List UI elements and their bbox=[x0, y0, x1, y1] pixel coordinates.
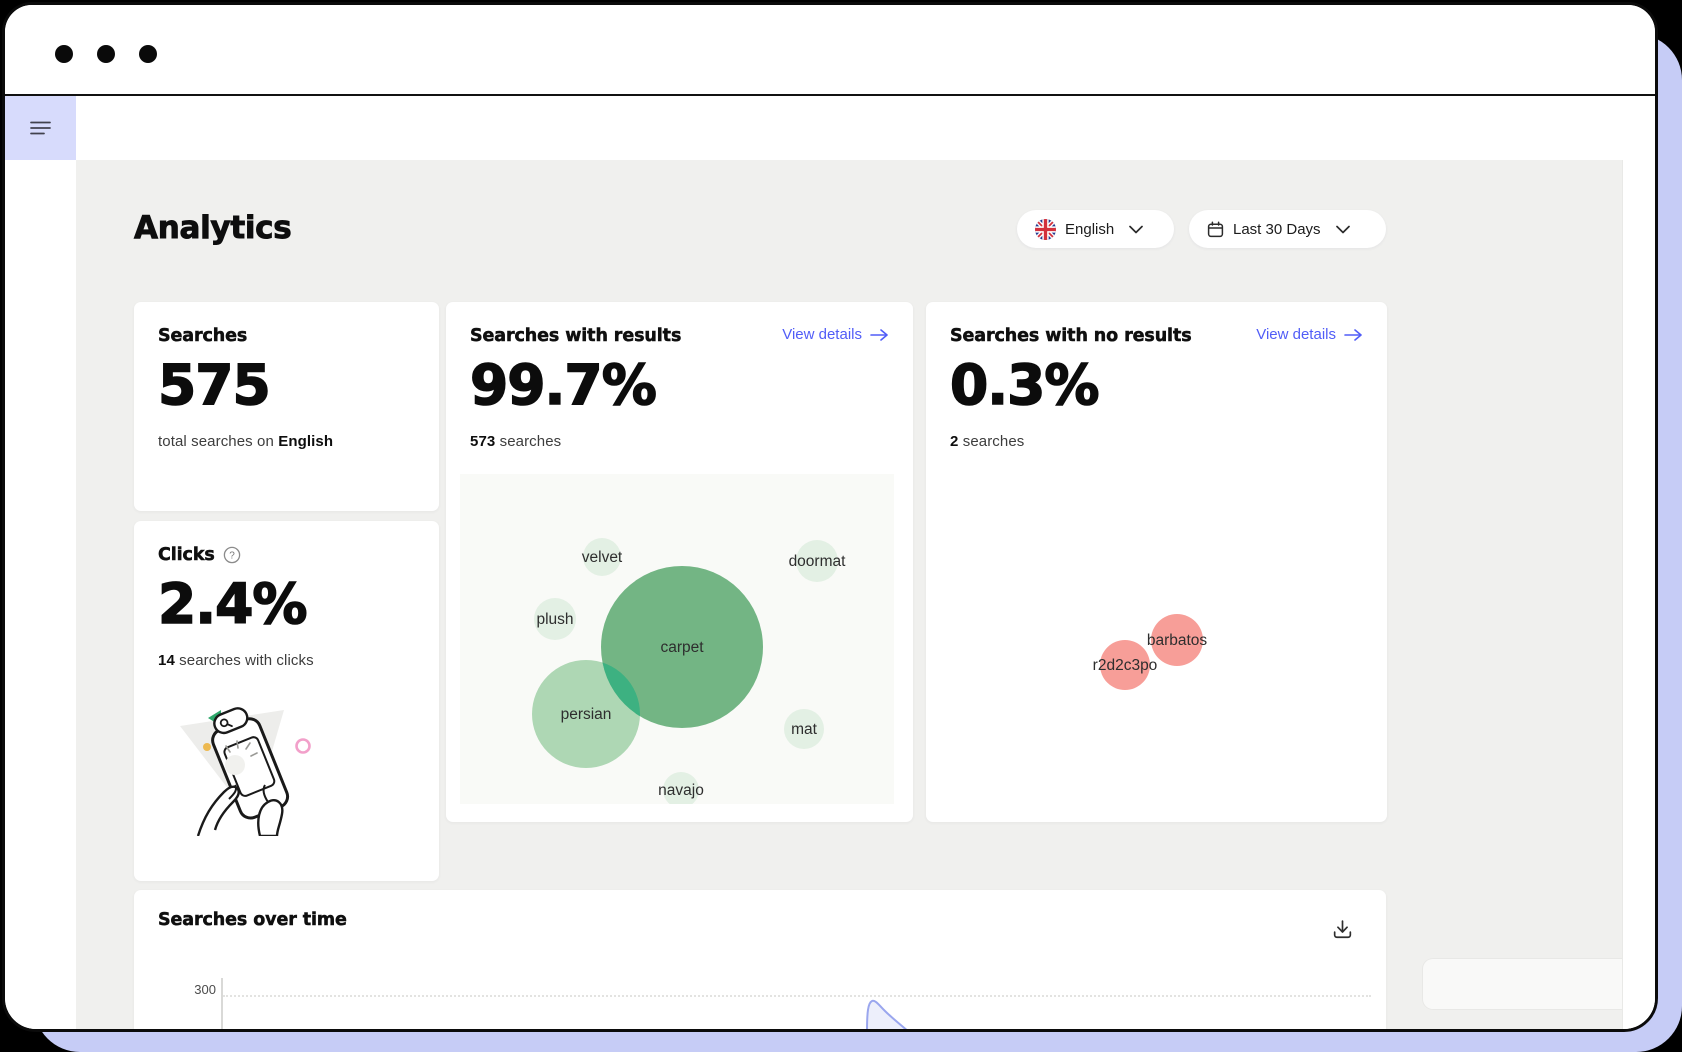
subtitle-language: English bbox=[278, 433, 334, 450]
language-value: English bbox=[1065, 220, 1115, 238]
download-icon bbox=[1333, 920, 1352, 939]
bubble-label: persian bbox=[561, 706, 612, 723]
window-dot[interactable] bbox=[97, 45, 115, 63]
content-row: Analytics English bbox=[5, 160, 1655, 1029]
y-axis-tick-300: 300 bbox=[194, 982, 216, 997]
no-results-count: 2 bbox=[950, 433, 959, 450]
with-results-count: 573 bbox=[470, 433, 496, 450]
scrollbar-track[interactable] bbox=[1622, 160, 1655, 1029]
clicks-count-text: searches with clicks bbox=[174, 652, 314, 669]
bubble-doormat bbox=[796, 540, 838, 582]
app-header-row bbox=[5, 96, 1655, 160]
searches-card: Searches 575 total searches on English bbox=[134, 302, 439, 511]
subtitle-text: total searches on bbox=[158, 433, 279, 450]
searches-no-results-card: barbatos r2d2c3po Searches with no result… bbox=[926, 302, 1387, 822]
no-results-subtitle: 2 searches bbox=[950, 433, 1363, 450]
y-axis-line bbox=[221, 978, 223, 1029]
faint-overlay-box bbox=[1423, 959, 1622, 1009]
bubble-label: plush bbox=[536, 611, 573, 628]
left-rail bbox=[5, 160, 76, 1029]
card-title: Clicks bbox=[158, 545, 215, 566]
arrow-right-icon bbox=[870, 328, 888, 341]
bubble-label: carpet bbox=[660, 639, 704, 656]
date-range-selector[interactable]: Last 30 Days bbox=[1189, 210, 1386, 248]
bubble-carpet bbox=[601, 566, 763, 728]
searches-value: 575 bbox=[157, 353, 271, 417]
analytics-page: Analytics English bbox=[76, 160, 1622, 1029]
no-results-count-text: searches bbox=[958, 433, 1025, 450]
bubble-label: mat bbox=[791, 721, 818, 738]
view-details-link[interactable]: View details bbox=[782, 326, 889, 343]
align-left-menu-icon bbox=[29, 121, 51, 135]
bubble-label: navajo bbox=[658, 782, 704, 799]
card-title: Searches over time bbox=[158, 910, 347, 931]
window-dot[interactable] bbox=[139, 45, 157, 63]
link-label: View details bbox=[782, 326, 862, 343]
results-bubble-chart: carpet persian velvet plush doormat mat navajo bbox=[460, 474, 894, 804]
window-dot[interactable] bbox=[55, 45, 73, 63]
chevron-down-icon bbox=[1129, 225, 1144, 234]
clicks-count: 14 bbox=[158, 652, 175, 669]
with-results-subtitle: 573 searches bbox=[470, 433, 889, 450]
searches-with-results-card: Searches with results View details 99.7%… bbox=[446, 302, 913, 822]
bubble-velvet bbox=[583, 538, 621, 576]
searches-over-time-card: Searches over time 300 bbox=[134, 890, 1386, 1029]
language-selector[interactable]: English bbox=[1017, 210, 1174, 248]
clicks-subtitle: 14 searches with clicks bbox=[158, 652, 415, 669]
bubble-label: velvet bbox=[582, 549, 623, 566]
chevron-down-icon bbox=[1335, 225, 1350, 234]
no-results-value: 0.3% bbox=[949, 353, 1100, 417]
tap-illustration bbox=[180, 707, 311, 836]
window-titlebar bbox=[5, 5, 1655, 96]
view-details-link[interactable]: View details bbox=[1256, 326, 1363, 343]
header-spacer bbox=[76, 96, 1655, 160]
bubble-barbatos bbox=[1151, 614, 1203, 666]
menu-toggle-button[interactable] bbox=[5, 96, 76, 160]
page-title: Analytics bbox=[134, 210, 293, 247]
bubble-mat bbox=[784, 709, 824, 749]
bubble-navajo bbox=[663, 772, 699, 804]
link-label: View details bbox=[1256, 326, 1336, 343]
with-results-count-text: searches bbox=[495, 433, 562, 450]
bubble-label: barbatos bbox=[1147, 632, 1208, 649]
with-results-value: 99.7% bbox=[469, 353, 657, 417]
gridline-300 bbox=[223, 995, 1371, 997]
arrow-right-icon bbox=[1344, 328, 1362, 341]
bubble-plush bbox=[534, 598, 576, 640]
card-title: Searches with results bbox=[470, 326, 682, 347]
svg-text:?: ? bbox=[229, 551, 235, 562]
area-chart-peak bbox=[866, 999, 908, 1029]
bubble-label: doormat bbox=[789, 553, 847, 570]
bubble-r2d2c3po bbox=[1100, 640, 1150, 690]
app-window: Analytics English bbox=[2, 2, 1658, 1032]
uk-flag-icon bbox=[1035, 218, 1056, 240]
card-title: Searches with no results bbox=[950, 326, 1192, 347]
clicks-value: 2.4% bbox=[157, 572, 308, 636]
date-range-value: Last 30 Days bbox=[1233, 220, 1321, 238]
no-results-bubble-chart: barbatos r2d2c3po bbox=[926, 302, 1387, 822]
help-icon[interactable]: ? bbox=[223, 546, 241, 564]
calendar-icon bbox=[1207, 221, 1224, 237]
download-button[interactable] bbox=[1331, 918, 1354, 946]
bubble-label: r2d2c3po bbox=[1093, 657, 1158, 674]
clicks-card: Clicks ? 2.4% 14 searches with clicks bbox=[134, 521, 439, 881]
searches-subtitle: total searches on English bbox=[158, 433, 415, 450]
card-title: Searches bbox=[158, 326, 248, 347]
